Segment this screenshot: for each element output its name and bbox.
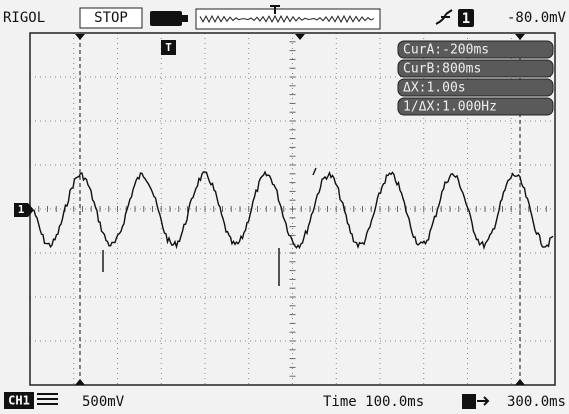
trigger-offset: 300.0ms xyxy=(507,394,566,410)
volts-per-div: 500mV xyxy=(82,394,125,410)
trigger-marker-box xyxy=(161,40,176,55)
cursor-readout-box xyxy=(397,78,554,97)
channel-marker-box xyxy=(14,203,28,217)
cursor-readout-box xyxy=(397,97,554,116)
slope-icon xyxy=(435,9,453,25)
memory-icon xyxy=(150,11,182,26)
timebase: Time 100.0ms xyxy=(323,394,424,410)
cursor-readout: CurA:-200ms xyxy=(403,43,489,58)
cursor-readout: 1/ΔX:1.000Hz xyxy=(403,100,497,115)
cursor-readout: CurB:800ms xyxy=(403,62,481,77)
trigger-marker: T xyxy=(165,41,172,54)
status: STOP xyxy=(94,10,128,26)
channel-marker: 1 xyxy=(18,203,25,216)
trigger-level: -80.0mV xyxy=(507,10,567,26)
channel-box xyxy=(4,392,34,409)
offset-icon xyxy=(462,394,476,409)
source-box xyxy=(458,9,474,27)
offset-arrow xyxy=(477,396,490,406)
waveform xyxy=(33,167,554,286)
overview-trace xyxy=(199,14,375,24)
cursor-readout-box xyxy=(397,40,554,59)
cursor-readout-box xyxy=(397,59,554,78)
cursor-readout: ΔX:1.00s xyxy=(403,81,466,96)
footer-channel: CH1 xyxy=(8,394,30,408)
top-pointers xyxy=(75,34,525,40)
overview-trigger-icon xyxy=(270,5,280,14)
brand: RIGOL xyxy=(3,10,45,26)
memory-icon-tip xyxy=(182,15,188,22)
trigger-source: 1 xyxy=(462,11,470,27)
cursor-panel: CurA:-200ms CurB:800ms ΔX:1.00s 1/ΔX:1.000H… xyxy=(397,40,554,116)
channel-marker-arrow xyxy=(28,203,34,217)
graticule xyxy=(29,32,556,385)
status-box xyxy=(79,7,143,29)
coupling-icon xyxy=(37,393,58,405)
